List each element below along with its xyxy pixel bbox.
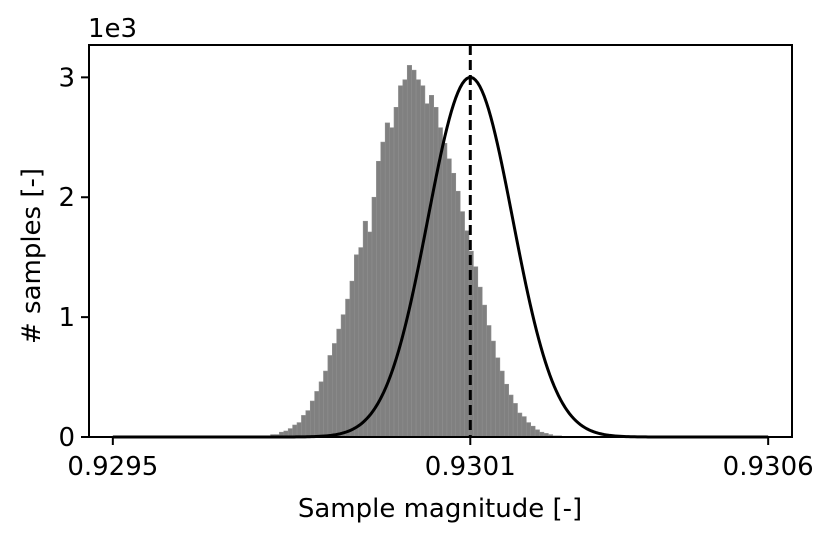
histogram-bar	[345, 298, 351, 438]
histogram-bar	[508, 394, 514, 438]
histogram-bar	[389, 127, 395, 438]
x-axis-ticks: 0.9295 0.9301 0.9306	[67, 437, 814, 482]
y-offset-label: 1e3	[88, 14, 137, 44]
histogram-bar	[411, 69, 417, 438]
histogram-bar	[323, 370, 329, 438]
y-tick-label: 0	[58, 423, 75, 453]
histogram-bar	[455, 190, 461, 438]
histogram-bar	[428, 95, 435, 438]
histogram-bar	[309, 400, 315, 438]
histogram-bar	[451, 172, 457, 438]
histogram-bar	[459, 211, 465, 438]
histogram-bar	[398, 85, 404, 438]
histogram-bar	[521, 416, 527, 438]
histogram-bar	[530, 425, 536, 438]
histogram-bar	[495, 357, 501, 438]
y-axis-ticks: 0 1 2 3	[58, 63, 89, 453]
histogram-bar	[503, 383, 509, 438]
x-tick-label: 0.9301	[425, 452, 516, 482]
histogram-bar	[367, 231, 373, 438]
x-tick-label: 0.9295	[67, 452, 158, 482]
histogram-bar	[354, 254, 360, 438]
histogram-bar	[332, 343, 338, 438]
histogram-bar	[420, 85, 426, 438]
histogram-bar	[305, 410, 311, 438]
histogram-bar	[393, 107, 399, 438]
histogram-bar	[464, 230, 470, 438]
y-tick-label: 2	[58, 183, 75, 213]
histogram-bar	[340, 314, 346, 438]
histogram-bar	[499, 370, 505, 438]
histogram-bar	[473, 266, 479, 438]
y-tick-label: 3	[58, 63, 75, 93]
histogram-bar	[327, 355, 333, 438]
histogram-bar	[512, 403, 518, 438]
histogram-bar	[376, 160, 382, 438]
histogram-bar	[292, 424, 298, 438]
histogram-bar	[349, 280, 355, 438]
histogram-bar	[402, 79, 408, 438]
y-tick-label: 1	[58, 303, 75, 333]
x-tick-label: 0.9306	[723, 452, 814, 482]
histogram-bar	[446, 158, 452, 438]
y-axis-label: # samples [-]	[17, 168, 47, 344]
histogram-bars	[261, 65, 562, 438]
histogram-bar	[336, 328, 342, 438]
histogram-bar	[358, 247, 364, 438]
histogram-bar	[525, 422, 531, 438]
histogram-bar	[437, 127, 443, 438]
histogram-bar	[481, 304, 487, 438]
histogram-bar	[301, 415, 307, 438]
histogram-bar	[406, 65, 412, 438]
histogram-bar	[534, 429, 540, 438]
histogram-bar	[517, 412, 523, 438]
histogram-bar	[371, 196, 377, 438]
histogram-bar	[424, 103, 430, 438]
histogram-bar	[296, 422, 302, 438]
histogram-bar	[362, 220, 368, 438]
histogram-bar	[314, 391, 320, 438]
plot-frame	[88, 44, 793, 438]
histogram-bar	[486, 325, 492, 438]
histogram-bar	[318, 381, 324, 438]
histogram-bar	[433, 107, 439, 438]
histogram-bar	[442, 143, 448, 438]
histogram-bar	[477, 286, 483, 438]
histogram-bar	[490, 340, 496, 438]
x-axis-label: Sample magnitude [-]	[298, 494, 582, 524]
